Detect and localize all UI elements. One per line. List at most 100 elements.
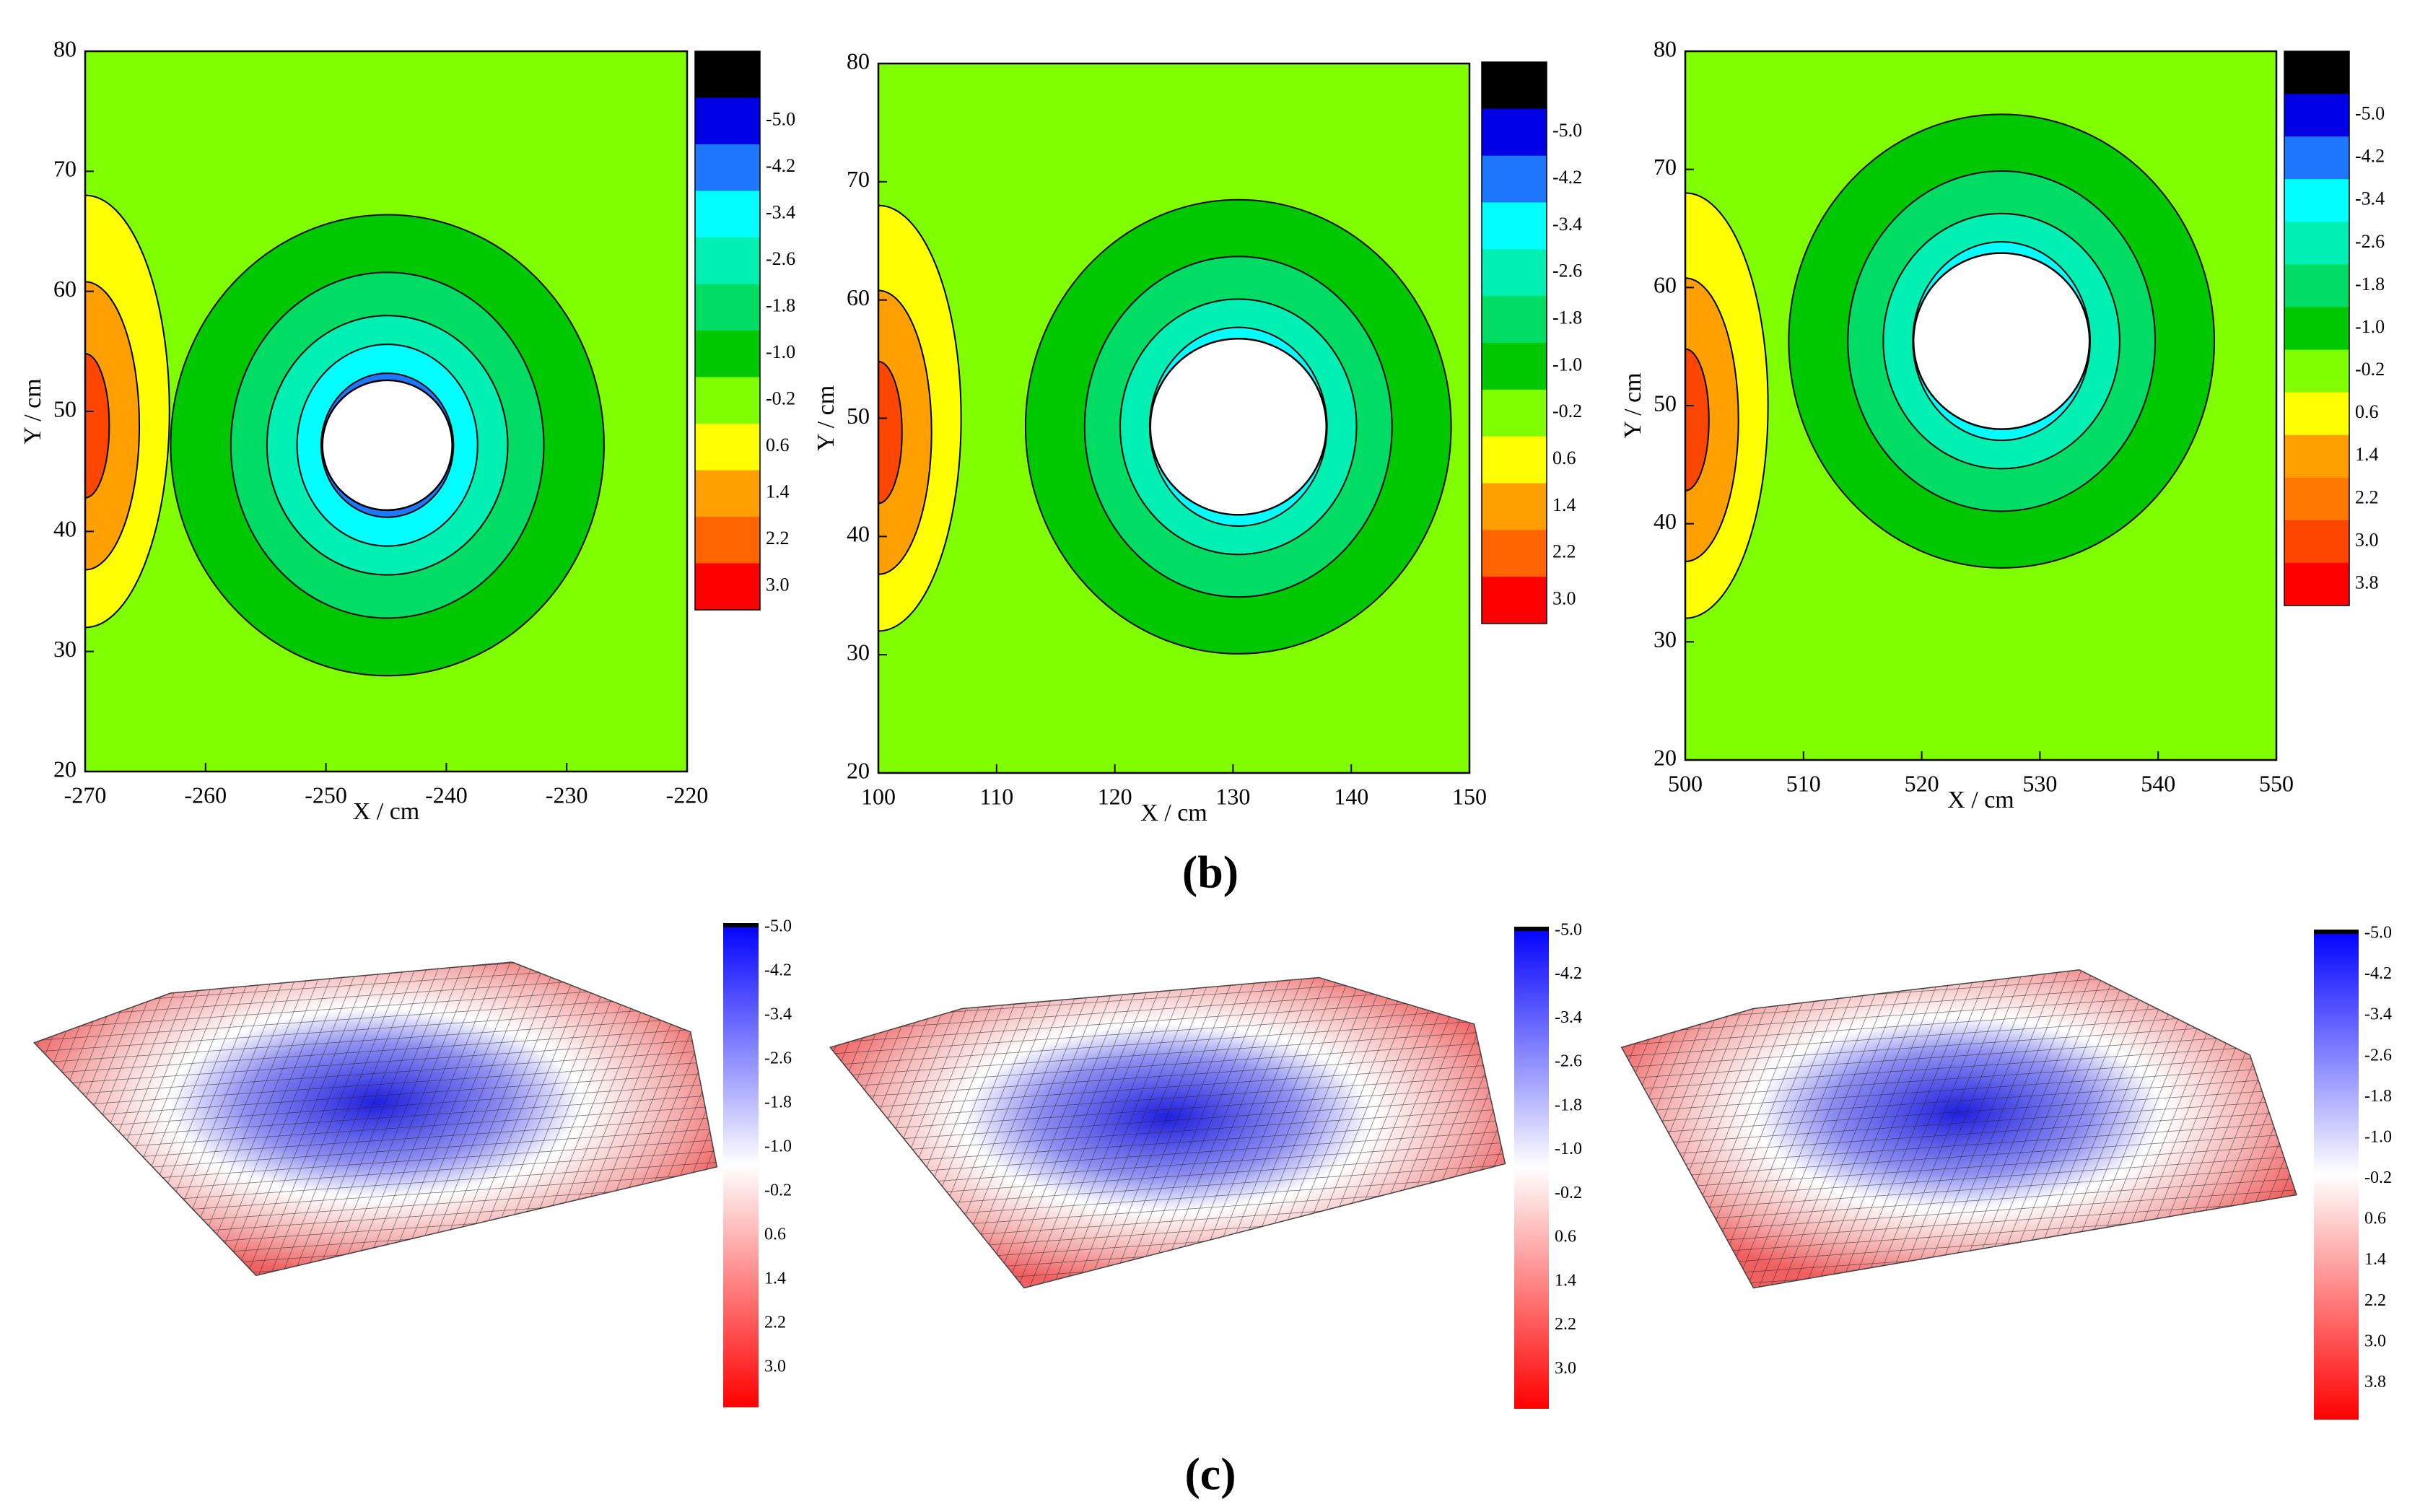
- colorbar-swatch: [1482, 530, 1547, 577]
- colorbar-label: 2.2: [2355, 486, 2379, 507]
- colorbar-label: -1.0: [2355, 316, 2385, 337]
- colorbar-label: 3.8: [2364, 1373, 2386, 1391]
- colorbar-label: -2.6: [1552, 261, 1582, 281]
- colorbar-swatch: [695, 284, 760, 331]
- colorbar-label: 1.4: [764, 1270, 786, 1288]
- colorbar-label: 1.4: [1555, 1271, 1576, 1290]
- colorbar-label: -1.8: [766, 295, 795, 316]
- colorbar-label: 1.4: [1552, 494, 1576, 515]
- colorbar-swatch: [2284, 477, 2349, 521]
- colorbar-swatch: [1482, 436, 1547, 484]
- y-tick-label: 60: [847, 284, 870, 310]
- colorbar-label: -5.0: [2355, 103, 2385, 124]
- y-tick-label: 20: [847, 757, 870, 783]
- colorbar-label: -2.6: [1555, 1052, 1582, 1071]
- colorbar-label: -3.4: [1555, 1008, 1582, 1027]
- colorbar-label: -1.8: [764, 1093, 792, 1112]
- x-tick-label: 110: [979, 783, 1013, 809]
- colorbar-label: 3.0: [2364, 1332, 2386, 1350]
- surface-mesh: [34, 962, 717, 1276]
- colorbar-label: -0.2: [764, 1181, 792, 1200]
- colorbar-label: -1.8: [1552, 307, 1582, 328]
- colorbar-swatch: [1482, 155, 1547, 203]
- y-tick-label: 80: [1654, 35, 1677, 61]
- colorbar-label: -1.0: [2364, 1127, 2392, 1146]
- colorbar-label: 3.0: [764, 1358, 786, 1376]
- y-tick-label: 40: [847, 521, 870, 547]
- y-tick-label: 20: [53, 756, 77, 782]
- colorbar-label: -2.6: [2355, 231, 2385, 252]
- colorbar-swatch: [2284, 222, 2349, 265]
- surface-mesh: [830, 977, 1506, 1288]
- colorbar-label: -5.0: [2364, 924, 2392, 943]
- x-tick-label: 500: [1668, 770, 1703, 796]
- contour-region: [85, 353, 110, 499]
- x-tick-label: -260: [184, 782, 227, 808]
- contour-region: [878, 360, 903, 504]
- contour-region: [85, 281, 141, 571]
- colorbar: [1514, 927, 1549, 1409]
- colorbar-label: 3.0: [766, 574, 790, 595]
- x-tick-label: -270: [64, 782, 107, 808]
- x-tick-label: 520: [1905, 770, 1939, 796]
- colorbar-label: 1.4: [2355, 444, 2379, 465]
- colorbar-swatch: [1482, 202, 1547, 250]
- colorbar-swatch: [2284, 520, 2349, 564]
- x-tick-label: 550: [2259, 770, 2294, 796]
- colorbar-frame: [694, 51, 761, 611]
- y-tick-label: 20: [1654, 744, 1677, 770]
- cylinder: [321, 379, 453, 512]
- colorbar-label: -4.2: [2364, 964, 2392, 983]
- colorbar-label: -1.0: [1555, 1140, 1582, 1158]
- colorbar-label: -3.4: [2364, 1005, 2392, 1024]
- y-tick-label: 80: [847, 48, 870, 74]
- colorbar-label: -2.6: [766, 248, 795, 269]
- x-tick-label: -240: [425, 782, 468, 808]
- y-axis-label: Y / cm: [1620, 372, 1646, 438]
- colorbar-label: 2.2: [766, 528, 790, 549]
- colorbar-swatch: [2284, 179, 2349, 222]
- colorbar-label: -0.2: [2355, 359, 2385, 380]
- colorbar-label: -1.0: [1552, 354, 1582, 375]
- x-tick-label: 530: [2022, 770, 2057, 796]
- colorbar-swatch: [2284, 349, 2349, 393]
- colorbar-swatch: [695, 377, 760, 424]
- colorbar-label: 3.0: [1552, 588, 1576, 609]
- y-axis-label: Y / cm: [813, 385, 839, 451]
- colorbar-label: -0.2: [1555, 1184, 1582, 1202]
- colorbar-top: [723, 923, 759, 927]
- colorbar-label: -1.8: [2364, 1087, 2392, 1106]
- x-tick-label: -230: [546, 782, 588, 808]
- colorbar-swatch: [1482, 62, 1547, 110]
- colorbar-label: -2.6: [2364, 1046, 2392, 1065]
- x-tick-label: 540: [2141, 770, 2175, 796]
- panel-label: (c): [1184, 1448, 1236, 1500]
- colorbar-swatch: [2284, 51, 2349, 95]
- colorbar-swatch: [695, 191, 760, 238]
- contour-field: [878, 64, 1469, 773]
- x-axis-label: X / cm: [1947, 787, 2014, 813]
- colorbar-swatch: [695, 144, 760, 191]
- colorbar-label: 2.2: [2364, 1291, 2386, 1310]
- x-tick-label: 130: [1215, 783, 1250, 809]
- colorbar-swatch: [695, 97, 760, 145]
- colorbar-swatch: [695, 470, 760, 517]
- colorbar-label: -1.0: [766, 341, 795, 362]
- contour-region: [1685, 348, 1710, 491]
- colorbar: [2314, 930, 2359, 1420]
- colorbar: [723, 923, 759, 1407]
- colorbar-label: -3.4: [2355, 188, 2385, 209]
- colorbar-swatch: [1482, 389, 1547, 437]
- colorbar-label: 2.2: [1555, 1315, 1576, 1334]
- y-tick-label: 30: [53, 636, 77, 662]
- colorbar-label: 0.6: [764, 1225, 786, 1244]
- y-tick-label: 40: [1654, 508, 1677, 534]
- x-tick-label: -220: [666, 782, 709, 808]
- colorbar-label: 0.6: [2355, 401, 2379, 422]
- colorbar-swatch: [695, 424, 760, 471]
- colorbar-swatch: [2284, 264, 2349, 307]
- y-tick-label: 70: [847, 166, 870, 192]
- y-tick-label: 50: [1654, 390, 1677, 416]
